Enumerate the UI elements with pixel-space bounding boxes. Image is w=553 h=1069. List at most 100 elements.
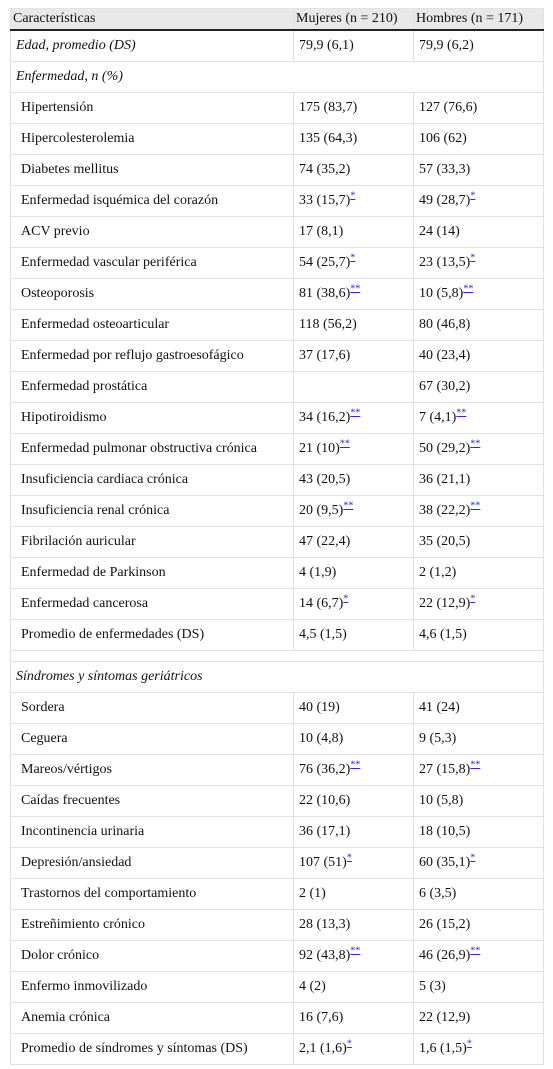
footnote-link[interactable]: ** bbox=[456, 407, 467, 419]
footnote-link[interactable]: ** bbox=[470, 759, 481, 771]
table-cell: Edad, promedio (DS) bbox=[10, 29, 294, 62]
cell-text: 81 (38,6) bbox=[299, 286, 351, 301]
table-cell: 40 (23,4) bbox=[413, 340, 544, 372]
data-row: Mareos/vértigos 76 (36,2)** 27 (15,8)** bbox=[10, 754, 544, 786]
table-cell: 4 (2) bbox=[293, 971, 414, 1003]
table-cell: Mareos/vértigos bbox=[10, 754, 294, 786]
footnote-link[interactable]: * bbox=[470, 852, 476, 864]
data-row: Dolor crónico 92 (43,8)** 46 (26,9)** bbox=[10, 940, 544, 972]
table-cell: Dolor crónico bbox=[10, 940, 294, 972]
header-cell: Hombres (n = 171) bbox=[413, 8, 544, 31]
table-cell: 47 (22,4) bbox=[293, 526, 414, 558]
table-cell: 20 (9,5)** bbox=[293, 495, 414, 527]
data-row: Hipercolesterolemia 135 (64,3) 106 (62) bbox=[10, 123, 544, 155]
table-cell: 16 (7,6) bbox=[293, 1002, 414, 1034]
footnote-link[interactable]: ** bbox=[470, 945, 481, 957]
footnote-link[interactable]: * bbox=[470, 190, 476, 202]
summary-row: Edad, promedio (DS) 79,9 (6,1) 79,9 (6,2) bbox=[10, 29, 544, 62]
footnote: * bbox=[470, 252, 475, 263]
spacer-row bbox=[10, 650, 544, 662]
table-cell: 10 (5,8)** bbox=[413, 278, 544, 310]
data-row: Insuficiencia renal crónica 20 (9,5)** 38 … bbox=[10, 495, 544, 527]
cell-text: 22 (12,9) bbox=[419, 596, 471, 611]
footnote-link[interactable]: ** bbox=[350, 283, 361, 295]
footnote: ** bbox=[463, 283, 473, 294]
footnote-link[interactable]: ** bbox=[350, 945, 361, 957]
table-cell: Enfermo inmovilizado bbox=[10, 971, 294, 1003]
table-cell: 41 (24) bbox=[413, 692, 544, 724]
table-cell: 28 (13,3) bbox=[293, 909, 414, 941]
data-row: Anemia crónica 16 (7,6) 22 (12,9) bbox=[10, 1002, 544, 1034]
table-cell: 22 (12,9)* bbox=[413, 588, 544, 620]
footnote-link[interactable]: ** bbox=[350, 407, 361, 419]
section-row: Síndromes y síntomas geriátricos bbox=[10, 661, 544, 693]
table-cell: 21 (10)** bbox=[293, 433, 414, 465]
table-cell: Hipertensión bbox=[10, 92, 294, 124]
header-cell: Características bbox=[10, 8, 294, 31]
footnote-link[interactable]: * bbox=[343, 593, 349, 605]
table-cell: 23 (13,5)* bbox=[413, 247, 544, 279]
table-cell: 40 (19) bbox=[293, 692, 414, 724]
footnote-link[interactable]: ** bbox=[463, 283, 474, 295]
table-cell: 33 (15,7)* bbox=[293, 185, 414, 217]
footnote-link[interactable]: * bbox=[350, 190, 356, 202]
cell-text: 46 (26,9) bbox=[419, 948, 471, 963]
table-cell: 74 (35,2) bbox=[293, 154, 414, 186]
footnote: ** bbox=[343, 500, 353, 511]
data-row: Enfermedad cancerosa 14 (6,7)* 22 (12,9)* bbox=[10, 588, 544, 620]
data-row: Ceguera 10 (4,8) 9 (5,3) bbox=[10, 723, 544, 755]
data-row: Estreñimiento crónico 28 (13,3) 26 (15,2) bbox=[10, 909, 544, 941]
table-cell: 9 (5,3) bbox=[413, 723, 544, 755]
footnote-link[interactable]: ** bbox=[343, 500, 354, 512]
section-title: Síndromes y síntomas geriátricos bbox=[10, 661, 544, 693]
table-cell: 37 (17,6) bbox=[293, 340, 414, 372]
table-cell: 34 (16,2)** bbox=[293, 402, 414, 434]
table-cell: 24 (14) bbox=[413, 216, 544, 248]
table-cell: 35 (20,5) bbox=[413, 526, 544, 558]
footnote: * bbox=[470, 190, 475, 201]
table-cell: 22 (12,9) bbox=[413, 1002, 544, 1034]
table-cell: 67 (30,2) bbox=[413, 371, 544, 403]
footnote: ** bbox=[470, 759, 480, 770]
table-cell: Anemia crónica bbox=[10, 1002, 294, 1034]
table-cell: 175 (83,7) bbox=[293, 92, 414, 124]
footnote-link[interactable]: ** bbox=[350, 759, 361, 771]
table-cell: Enfermedad osteoarticular bbox=[10, 309, 294, 341]
table-cell: Hipotiroidismo bbox=[10, 402, 294, 434]
footnote-link[interactable]: * bbox=[470, 252, 476, 264]
data-row: Caídas frecuentes 22 (10,6) 10 (5,8) bbox=[10, 785, 544, 817]
footnote-link[interactable]: ** bbox=[470, 500, 481, 512]
footnote: ** bbox=[350, 945, 360, 956]
table-cell: 1,6 (1,5)* bbox=[413, 1033, 544, 1065]
table-cell: Ceguera bbox=[10, 723, 294, 755]
table-cell: Enfermedad vascular periférica bbox=[10, 247, 294, 279]
footnote: ** bbox=[350, 283, 360, 294]
cell-text: 10 (5,8) bbox=[419, 286, 464, 301]
table-cell: 92 (43,8)** bbox=[293, 940, 414, 972]
footnote: ** bbox=[456, 407, 466, 418]
data-row: Incontinencia urinaria 36 (17,1) 18 (10,5) bbox=[10, 816, 544, 848]
footnote-link[interactable]: * bbox=[346, 1038, 352, 1050]
footnote-link[interactable]: * bbox=[470, 593, 476, 605]
footnote-link[interactable]: ** bbox=[339, 438, 350, 450]
table-cell: Enfermedad cancerosa bbox=[10, 588, 294, 620]
table-cell: 36 (21,1) bbox=[413, 464, 544, 496]
footnote-link[interactable]: * bbox=[466, 1038, 472, 1050]
footnote-link[interactable]: * bbox=[350, 252, 356, 264]
table-cell: Enfermedad isquémica del corazón bbox=[10, 185, 294, 217]
data-table: Características Mujeres (n = 210) Hombre… bbox=[10, 8, 544, 1065]
footnote-link[interactable]: * bbox=[346, 852, 352, 864]
data-row: Hipotiroidismo 34 (16,2)** 7 (4,1)** bbox=[10, 402, 544, 434]
data-row: Enfermedad de Parkinson 4 (1,9) 2 (1,2) bbox=[10, 557, 544, 589]
table-cell: 135 (64,3) bbox=[293, 123, 414, 155]
table-cell: Caídas frecuentes bbox=[10, 785, 294, 817]
data-row: Enfermedad por reflujo gastroesofágico 37… bbox=[10, 340, 544, 372]
table-cell: 5 (3) bbox=[413, 971, 544, 1003]
footnote-link[interactable]: ** bbox=[470, 438, 481, 450]
table-cell: 46 (26,9)** bbox=[413, 940, 544, 972]
table-cell: 27 (15,8)** bbox=[413, 754, 544, 786]
table-cell: 6 (3,5) bbox=[413, 878, 544, 910]
cell-text: 14 (6,7) bbox=[299, 596, 344, 611]
data-row: ACV previo 17 (8,1) 24 (14) bbox=[10, 216, 544, 248]
data-row: Osteoporosis 81 (38,6)** 10 (5,8)** bbox=[10, 278, 544, 310]
